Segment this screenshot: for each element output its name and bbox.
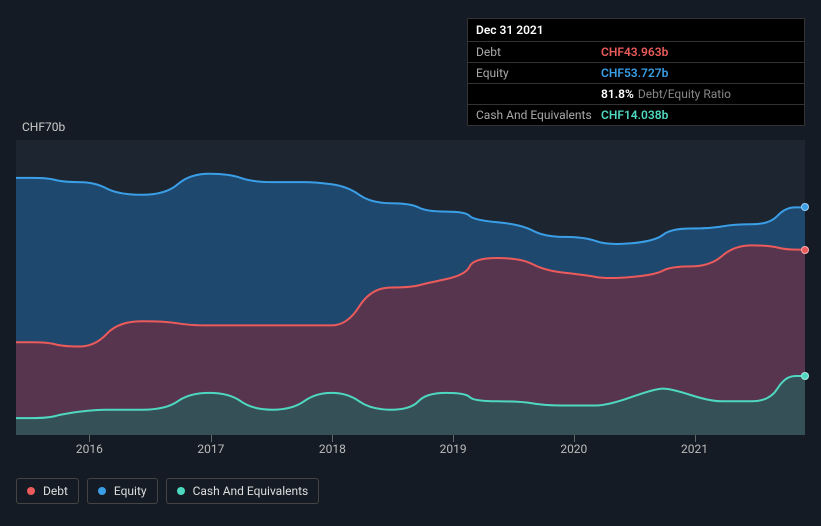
tooltip-row-label (476, 87, 601, 101)
tooltip-row-label: Debt (476, 45, 601, 59)
tooltip-row-value: CHF53.727b (601, 66, 668, 80)
tooltip-row-suffix: Debt/Equity Ratio (638, 87, 731, 101)
x-tick-line (695, 435, 696, 442)
x-tick-line (453, 435, 454, 442)
x-tick-label: 2018 (319, 442, 346, 456)
y-axis-max-label: CHF70b (22, 120, 65, 134)
end-marker-debt (801, 246, 809, 254)
plot-area[interactable] (16, 140, 805, 435)
legend-dot-icon (98, 487, 106, 495)
legend-item-cash-and-equivalents[interactable]: Cash And Equivalents (166, 478, 320, 504)
tooltip-row-label: Equity (476, 66, 601, 80)
legend-dot-icon (177, 487, 185, 495)
end-marker-cash-and-equivalents (801, 372, 809, 380)
legend-label: Equity (114, 484, 147, 498)
tooltip-date: Dec 31 2021 (468, 19, 804, 42)
x-tick-label: 2021 (681, 442, 708, 456)
x-tick-label: 2019 (440, 442, 467, 456)
legend-item-equity[interactable]: Equity (87, 478, 158, 504)
x-tick-label: 2017 (197, 442, 224, 456)
x-tick-line (574, 435, 575, 442)
tooltip-row-value: 81.8%Debt/Equity Ratio (601, 87, 731, 101)
area-chart-svg (16, 140, 805, 435)
tooltip-row: DebtCHF43.963b (468, 42, 804, 63)
x-tick-line (89, 435, 90, 442)
x-axis: 2016 2017 2018 2019 2020 2021 (16, 442, 805, 462)
data-tooltip: Dec 31 2021 DebtCHF43.963bEquityCHF53.72… (467, 18, 805, 126)
x-tick-line (211, 435, 212, 442)
x-tick-label: 2020 (560, 442, 587, 456)
x-tick-label: 2016 (76, 442, 103, 456)
tooltip-row: EquityCHF53.727b (468, 63, 804, 84)
tooltip-row-value: CHF43.963b (601, 45, 668, 59)
legend: Debt Equity Cash And Equivalents (16, 478, 319, 504)
legend-dot-icon (27, 487, 35, 495)
legend-item-debt[interactable]: Debt (16, 478, 79, 504)
x-tick-line (332, 435, 333, 442)
tooltip-row: 81.8%Debt/Equity Ratio (468, 84, 804, 105)
legend-label: Debt (43, 484, 68, 498)
end-marker-equity (801, 203, 809, 211)
chart-container: CHF70b CHF0 201620172018201920202021 Deb… (16, 120, 805, 510)
legend-label: Cash And Equivalents (193, 484, 309, 498)
